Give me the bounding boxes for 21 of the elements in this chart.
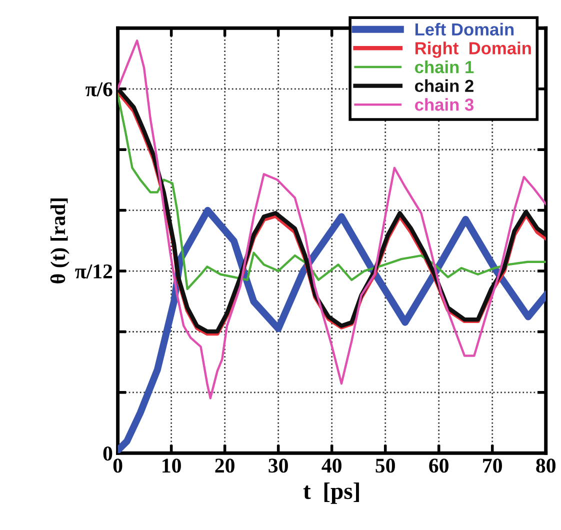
y-tick-label: π/12 [75, 264, 112, 278]
x-tick-label: 10 [162, 458, 181, 473]
x-tick-label: 40 [322, 458, 342, 473]
legend-label: chain 2 [414, 79, 474, 92]
x-tick-label: 70 [483, 458, 502, 473]
x-tick-label: 20 [215, 458, 234, 473]
x-tick-label: 60 [429, 458, 448, 473]
legend-label: Right Domain [415, 42, 531, 58]
x-axis-title: t [ps] [303, 482, 359, 504]
legend-label: chain 3 [414, 98, 474, 111]
y-tick-label: π/6 [86, 82, 112, 96]
x-tick-label: 0 [113, 458, 122, 473]
y-axis-title: θ (t) [rad] [50, 198, 70, 284]
y-tick-label: 0 [103, 446, 112, 461]
x-tick-label: 50 [376, 458, 395, 473]
legend-label: Left Domain [415, 22, 514, 36]
line-series [118, 40, 546, 400]
legend-label: chain 1 [414, 60, 474, 74]
x-tick-label: 30 [268, 458, 288, 473]
line-series [118, 94, 546, 290]
x-tick-label: 80 [536, 458, 556, 473]
